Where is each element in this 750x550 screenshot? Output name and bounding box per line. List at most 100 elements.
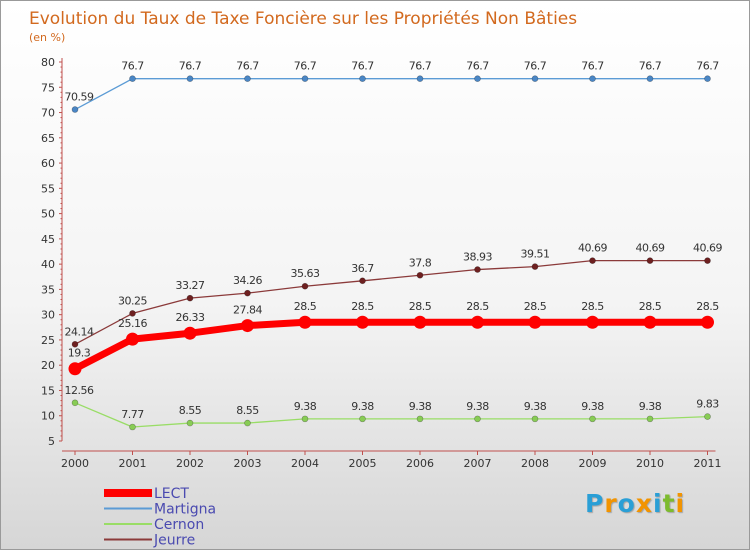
data-label-jeurre: 40.69 bbox=[693, 242, 722, 255]
series-group bbox=[68, 75, 714, 431]
point-martigna bbox=[589, 75, 596, 82]
y-tick-label: 70 bbox=[41, 107, 55, 120]
point-jeurre bbox=[646, 257, 654, 264]
point-jeurre bbox=[589, 257, 596, 264]
data-label-jeurre: 40.69 bbox=[578, 242, 607, 255]
data-label-jeurre: 35.63 bbox=[291, 267, 320, 280]
chart-subtitle: (en %) bbox=[29, 31, 65, 44]
point-jeurre bbox=[416, 271, 424, 279]
data-label-martigna: 70.59 bbox=[65, 91, 94, 104]
point-lect bbox=[471, 315, 484, 329]
y-tick-label: 20 bbox=[41, 359, 55, 372]
point-cernon bbox=[301, 415, 309, 423]
y-tick-label: 65 bbox=[41, 132, 55, 145]
point-cernon bbox=[531, 415, 539, 423]
chart-title: Evolution du Taux de Taxe Foncière sur l… bbox=[29, 9, 577, 29]
proxiti-logo-letter: o bbox=[617, 489, 636, 518]
data-label-martigna: 76.7 bbox=[236, 60, 259, 73]
point-cernon bbox=[186, 419, 194, 427]
data-label-cernon: 9.38 bbox=[524, 400, 547, 413]
data-label-martigna: 76.7 bbox=[179, 60, 202, 73]
data-label-lect: 25.16 bbox=[118, 317, 147, 330]
data-label-lect: 28.5 bbox=[581, 300, 604, 313]
data-label-martigna: 76.7 bbox=[581, 60, 604, 73]
point-jeurre bbox=[71, 340, 79, 348]
y-tick-label: 5 bbox=[48, 435, 55, 448]
point-lect bbox=[528, 315, 542, 329]
data-label-jeurre: 30.25 bbox=[118, 294, 147, 307]
data-label-lect: 28.5 bbox=[409, 300, 432, 313]
data-label-jeurre: 38.93 bbox=[463, 251, 492, 264]
legend-label-cernon: Cernon bbox=[154, 517, 204, 533]
data-label-jeurre: 40.69 bbox=[636, 242, 665, 255]
data-label-lect: 28.5 bbox=[294, 300, 317, 313]
data-label-cernon: 8.55 bbox=[179, 404, 202, 417]
point-cernon bbox=[589, 415, 596, 423]
y-tick-label: 15 bbox=[41, 384, 55, 397]
data-label-jeurre: 39.51 bbox=[521, 248, 550, 261]
x-tick-label: 2007 bbox=[464, 457, 492, 470]
proxiti-logo-letter: r bbox=[604, 489, 618, 518]
point-martigna bbox=[301, 75, 309, 82]
data-label-martigna: 76.7 bbox=[121, 60, 144, 73]
data-label-lect: 28.5 bbox=[696, 300, 719, 313]
data-label-cernon: 9.38 bbox=[581, 400, 604, 413]
point-martigna bbox=[244, 75, 251, 82]
x-tick-label: 2000 bbox=[61, 457, 89, 470]
data-label-cernon: 12.56 bbox=[65, 384, 94, 397]
legend-label-jeurre: Jeurre bbox=[153, 533, 195, 549]
point-martigna bbox=[531, 75, 539, 82]
series-line-lect bbox=[71, 318, 711, 373]
data-label-cernon: 7.77 bbox=[121, 408, 144, 421]
data-label-lect: 26.33 bbox=[176, 311, 205, 324]
data-label-cernon: 8.55 bbox=[236, 404, 259, 417]
point-cernon bbox=[474, 415, 481, 423]
data-label-martigna: 76.7 bbox=[294, 60, 317, 73]
data-label-cernon: 9.38 bbox=[351, 400, 374, 413]
data-label-martigna: 76.7 bbox=[409, 60, 432, 73]
data-label-lect: 28.5 bbox=[466, 300, 489, 313]
proxiti-logo-letter: t bbox=[662, 489, 676, 518]
y-tick-label: 60 bbox=[41, 157, 55, 170]
point-martigna bbox=[704, 75, 711, 82]
x-tick-label: 2008 bbox=[521, 457, 549, 470]
point-cernon bbox=[704, 413, 711, 420]
x-tick-label: 2004 bbox=[291, 457, 319, 470]
data-label-cernon: 9.38 bbox=[294, 400, 317, 413]
x-tick-label: 2009 bbox=[579, 457, 607, 470]
data-label-martigna: 76.7 bbox=[466, 60, 489, 73]
point-martigna bbox=[129, 75, 136, 82]
point-lect bbox=[586, 315, 599, 329]
point-cernon bbox=[359, 415, 366, 423]
data-label-martigna: 76.7 bbox=[639, 60, 662, 73]
point-cernon bbox=[129, 423, 136, 431]
x-tick-label: 2001 bbox=[119, 457, 147, 470]
y-tick-label: 35 bbox=[41, 283, 55, 296]
point-lect bbox=[241, 319, 254, 333]
proxiti-logo: Proxiti bbox=[585, 489, 695, 529]
y-tick-label: 10 bbox=[41, 410, 55, 423]
point-cernon bbox=[71, 399, 79, 407]
proxiti-logo-letter: P bbox=[585, 489, 605, 518]
data-label-martigna: 76.7 bbox=[524, 60, 547, 73]
y-tick-label: 55 bbox=[41, 182, 55, 195]
data-label-lect: 27.84 bbox=[233, 304, 262, 317]
point-lect bbox=[183, 326, 197, 340]
x-tick-label: 2005 bbox=[349, 457, 377, 470]
x-tick-label: 2011 bbox=[694, 457, 722, 470]
point-martigna bbox=[186, 75, 194, 82]
data-label-jeurre: 36.7 bbox=[351, 262, 374, 275]
data-label-cernon: 9.83 bbox=[696, 398, 719, 411]
y-tick-label: 50 bbox=[41, 208, 55, 221]
proxiti-logo-letter: i bbox=[653, 489, 663, 518]
point-lect bbox=[643, 315, 657, 329]
data-label-martigna: 76.7 bbox=[696, 60, 719, 73]
y-tick-label: 45 bbox=[41, 233, 55, 246]
point-lect bbox=[298, 315, 312, 329]
x-tick-label: 2006 bbox=[406, 457, 434, 470]
data-label-jeurre: 33.27 bbox=[176, 279, 205, 292]
point-jeurre bbox=[531, 263, 539, 270]
point-jeurre bbox=[474, 266, 481, 273]
